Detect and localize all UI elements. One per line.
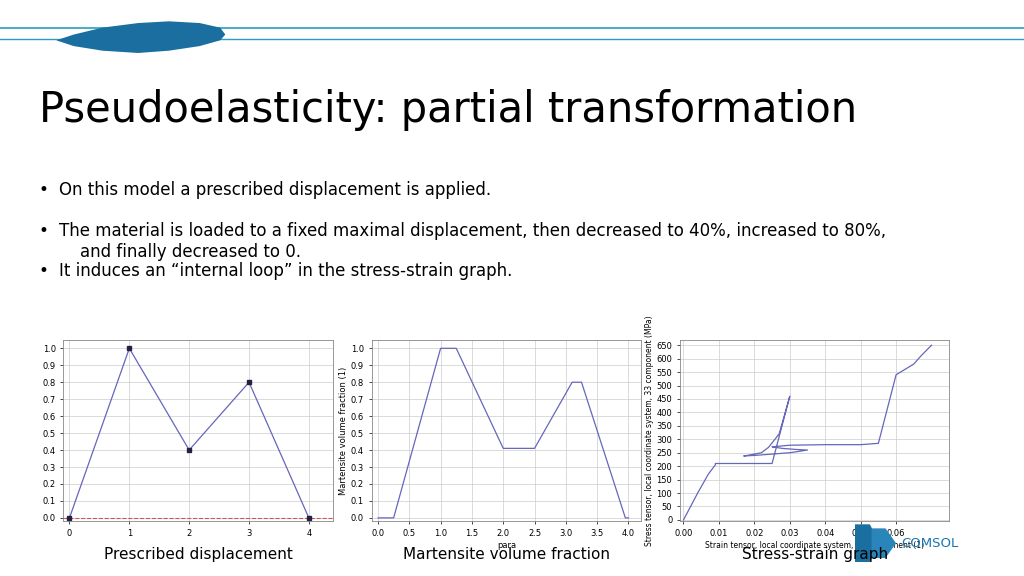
Text: The material is loaded to a fixed maximal displacement, then decreased to 40%, i: The material is loaded to a fixed maxima…: [59, 222, 887, 260]
Text: On this model a prescribed displacement is applied.: On this model a prescribed displacement …: [59, 181, 492, 199]
Text: COMSOL: COMSOL: [901, 537, 958, 550]
X-axis label: para: para: [497, 541, 516, 550]
Text: Prescribed displacement: Prescribed displacement: [103, 547, 293, 562]
Polygon shape: [872, 529, 895, 558]
Text: Pseudoelasticity: partial transformation: Pseudoelasticity: partial transformation: [39, 89, 857, 131]
X-axis label: Strain tensor, local coordinate system, 33 component (1): Strain tensor, local coordinate system, …: [706, 541, 924, 550]
Y-axis label: Stress tensor, local coordinate system, 33 component (MPa): Stress tensor, local coordinate system, …: [645, 315, 653, 546]
Polygon shape: [855, 525, 880, 561]
Text: It induces an “internal loop” in the stress-strain graph.: It induces an “internal loop” in the str…: [59, 262, 513, 280]
Text: •: •: [39, 262, 49, 280]
Text: •: •: [39, 181, 49, 199]
Text: Martensite volume fraction: Martensite volume fraction: [402, 547, 610, 562]
Text: •: •: [39, 222, 49, 240]
Text: Stress-strain graph: Stress-strain graph: [741, 547, 888, 562]
Y-axis label: Martensite volume fraction (1): Martensite volume fraction (1): [339, 366, 348, 495]
